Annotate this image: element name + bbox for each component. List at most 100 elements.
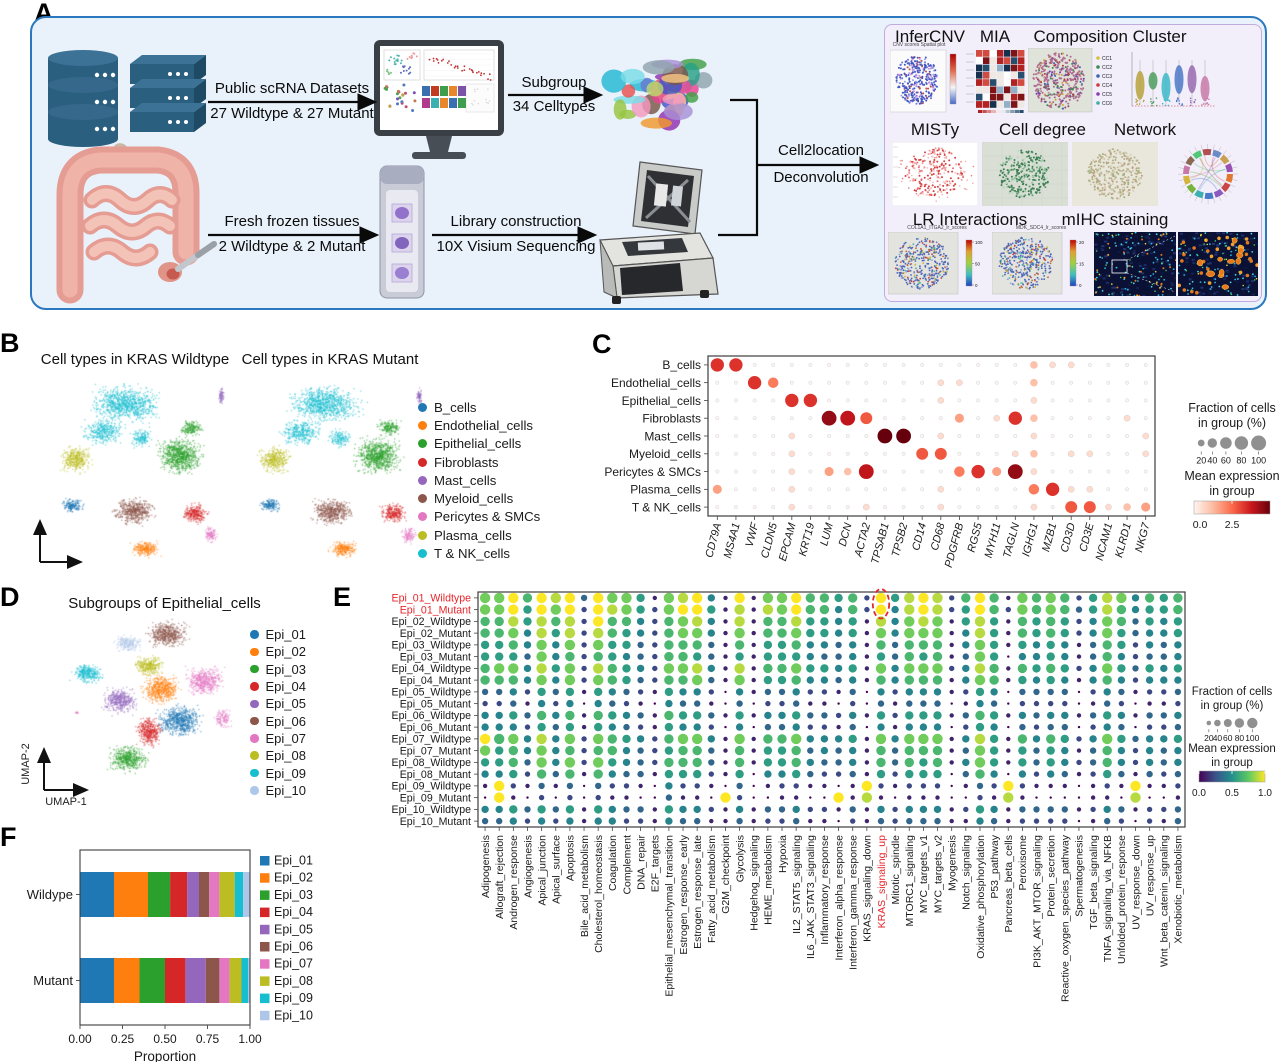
dot: [664, 675, 674, 685]
speckle: [929, 83, 932, 86]
tissue-texture: [1141, 243, 1145, 246]
dot: [974, 627, 986, 639]
speckle: [1039, 157, 1041, 160]
speckle: [1062, 80, 1065, 82]
dot: [1174, 641, 1182, 649]
dot: [890, 593, 900, 603]
legend-label: Myeloid_cells: [434, 491, 514, 507]
row-label: Epi_08_Mutant: [400, 769, 471, 781]
dot: [709, 783, 714, 789]
speckle: [928, 286, 930, 289]
dot: [693, 688, 701, 696]
speckle: [1038, 92, 1040, 95]
tissue-texture: [1123, 248, 1127, 251]
dot: [1089, 676, 1097, 684]
speckle: [1098, 167, 1100, 170]
speckle: [918, 187, 921, 190]
dot: [974, 674, 986, 686]
dot: [876, 640, 886, 650]
dot: [1011, 450, 1019, 458]
legend-item: Pericytes & SMCs: [418, 508, 540, 526]
dot: [1050, 380, 1055, 385]
speckle: [965, 188, 968, 191]
dot: [1173, 593, 1183, 603]
dot: [637, 641, 644, 649]
speckle: [1030, 251, 1033, 254]
tissue-texture: [1174, 277, 1176, 280]
dot: [523, 629, 532, 637]
speckle: [902, 277, 904, 279]
dot: [1090, 689, 1096, 695]
dot: [994, 363, 999, 367]
speckle: [1000, 255, 1003, 258]
speckle: [1027, 155, 1030, 158]
speckle: [1008, 157, 1010, 160]
speckle: [929, 274, 931, 277]
speckle: [903, 242, 906, 245]
dot: [1061, 641, 1069, 649]
speckle: [915, 256, 918, 259]
speckle: [1075, 82, 1077, 85]
dot: [751, 689, 756, 695]
dot: [875, 663, 887, 674]
tissue-texture: [1160, 271, 1164, 274]
dot: [937, 485, 945, 493]
dot: [636, 735, 645, 743]
speckle: [1035, 266, 1037, 269]
dot: [961, 617, 970, 626]
row-label: Endothelial_cells: [611, 376, 701, 390]
speckle: [898, 81, 901, 84]
tissue-texture: [1111, 286, 1115, 289]
tissue-texture: [1118, 244, 1122, 247]
speckle: [945, 267, 948, 270]
speckle: [1092, 159, 1095, 162]
speckle: [1039, 250, 1042, 253]
speckle: [946, 183, 949, 186]
dot: [593, 639, 604, 651]
tissue-texture: [1255, 266, 1258, 269]
label: 40: [1207, 456, 1217, 466]
mini-dot: [400, 59, 403, 62]
dot: [538, 782, 545, 790]
speckle: [922, 255, 925, 258]
speckle: [914, 251, 917, 254]
speckle: [921, 286, 923, 288]
dot: [1174, 746, 1182, 755]
result-title-misty: MISTy: [910, 120, 960, 139]
dot: [791, 675, 801, 685]
tissue-texture: [1125, 235, 1129, 237]
speckle: [907, 247, 910, 249]
speckle: [930, 96, 932, 99]
dot: [765, 783, 771, 789]
dot: [523, 676, 532, 684]
speckle: [1039, 87, 1042, 90]
speckle: [1027, 255, 1029, 258]
speckle: [1065, 95, 1068, 98]
speckle: [1032, 248, 1034, 251]
speckle: [1029, 254, 1031, 256]
dot: [864, 654, 870, 659]
legend-item: Endothelial_cells: [418, 416, 540, 434]
speckle: [1032, 283, 1035, 286]
speckle: [1031, 167, 1034, 170]
tissue-texture: [1222, 232, 1225, 235]
tissue-texture: [1109, 267, 1113, 269]
dot: [581, 618, 587, 625]
speckle: [1050, 73, 1053, 76]
dot: [950, 784, 953, 788]
col-label: Coagulation: [607, 835, 619, 891]
col-label: KLRD1: [1113, 522, 1134, 559]
speckle: [1027, 184, 1030, 187]
speckle: [932, 65, 935, 67]
dot: [835, 712, 842, 719]
legend-item: Epi_04: [250, 678, 306, 695]
dot: [663, 663, 675, 674]
speckle: [1101, 187, 1104, 189]
label: 1.0: [1258, 788, 1272, 799]
dot: [638, 701, 643, 706]
dot: [794, 795, 799, 800]
dot: [777, 652, 787, 661]
label: 20: [1196, 456, 1206, 466]
